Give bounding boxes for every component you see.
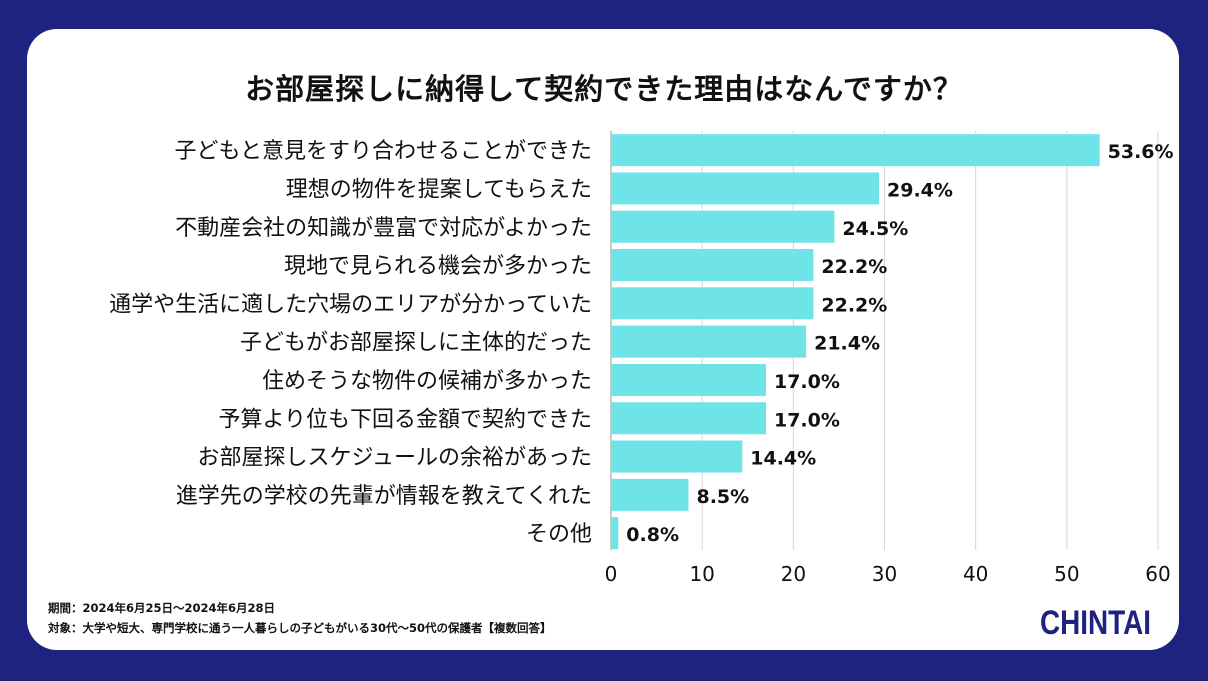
bar — [611, 363, 766, 396]
category-label: 住めそうな物件の候補が多かった — [262, 369, 592, 394]
data-label: 17.0% — [774, 409, 840, 431]
x-tick-label: 20 — [781, 562, 806, 586]
x-tick-label: 0 — [605, 562, 618, 586]
chintai-logo: CHINTAI — [1040, 604, 1151, 642]
bar — [611, 517, 619, 550]
bar — [611, 134, 1100, 167]
bar — [611, 402, 766, 435]
x-tick-label: 10 — [689, 562, 714, 586]
x-tick-label: 30 — [872, 562, 897, 586]
bar — [611, 478, 689, 511]
category-label: 予算より位も下回る金額で契約できた — [218, 407, 592, 432]
category-label: 不動産会社の知識が豊富で対応がよかった — [175, 216, 592, 241]
data-label: 14.4% — [750, 448, 816, 470]
data-label: 17.0% — [774, 371, 840, 393]
category-label: 子どもがお部屋探しに主体的だった — [240, 331, 592, 356]
category-label: 理想の物件を提案してもらえた — [286, 177, 592, 202]
bar — [611, 249, 814, 282]
category-label: その他 — [526, 522, 592, 547]
data-label: 8.5% — [696, 486, 749, 508]
x-tick-label: 40 — [963, 562, 988, 586]
data-label: 22.2% — [821, 294, 887, 316]
chart-card — [27, 29, 1179, 650]
bar — [611, 172, 880, 205]
bar — [611, 210, 835, 243]
category-label: 通学や生活に適した穴場のエリアが分かっていた — [109, 292, 592, 317]
category-label: 進学先の学校の先輩が情報を教えてくれた — [176, 484, 592, 509]
data-label: 21.4% — [814, 333, 880, 355]
chart-title: お部屋探しに納得して契約できた理由はなんですか？ — [245, 72, 963, 106]
category-label: お部屋探しスケジュールの余裕があった — [198, 446, 592, 471]
data-label: 0.8% — [626, 524, 679, 546]
bar — [611, 440, 743, 473]
data-label: 24.5% — [842, 218, 908, 240]
footnote-period: 期間：2024年6月25日～2024年6月28日 — [48, 601, 276, 615]
data-label: 29.4% — [887, 179, 953, 201]
data-label: 53.6% — [1108, 141, 1174, 163]
bar — [611, 325, 807, 358]
footnote-target: 対象：大学や短大、専門学校に通う一人暮らしの子どもがいる30代～50代の保護者【… — [48, 621, 552, 635]
x-tick-label: 60 — [1145, 562, 1170, 586]
category-label: 子どもと意見をすり合わせることができた — [174, 139, 592, 164]
category-label: 現地で見られる機会が多かった — [284, 254, 592, 279]
bar — [611, 287, 814, 320]
data-label: 22.2% — [821, 256, 887, 278]
x-tick-label: 50 — [1054, 562, 1079, 586]
